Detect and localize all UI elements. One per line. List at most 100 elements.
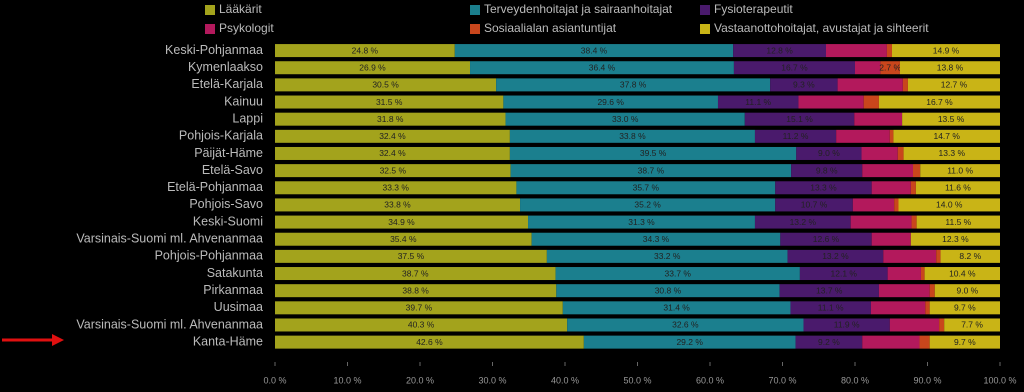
data-label: 24.8 % — [352, 45, 379, 55]
bar-segment — [787, 249, 884, 263]
bar-segment — [902, 112, 1000, 126]
bar-segment — [791, 164, 863, 178]
data-label: 9.7 % — [954, 337, 976, 347]
y-tick-label: Etelä-Savo — [202, 163, 263, 177]
data-label: 37.8 % — [620, 80, 647, 90]
legend-label: Sosiaalialan asiantuntijat — [484, 21, 617, 35]
bar-segment — [929, 335, 1000, 349]
bar-segment — [893, 129, 1000, 143]
bar-segment — [910, 232, 1000, 246]
y-tick-label: Kainuu — [224, 94, 263, 108]
bar-segment — [916, 215, 1000, 229]
bar-segment — [944, 318, 1000, 332]
y-tick-label: Etelä-Pohjanmaa — [167, 180, 263, 194]
bar-segment — [850, 215, 912, 229]
bar-segment — [798, 95, 864, 109]
data-label: 16.7 % — [926, 97, 953, 107]
bar-segment — [275, 44, 455, 58]
data-label: 12.3 % — [942, 234, 969, 244]
bar-segment — [275, 61, 471, 75]
bar-segment — [275, 232, 532, 246]
data-label: 36.4 % — [589, 62, 616, 72]
bar-segment — [871, 181, 911, 195]
data-label: 31.8 % — [377, 114, 404, 124]
bar-segment — [454, 44, 734, 58]
bar-segment — [510, 164, 792, 178]
bar-segment — [733, 44, 826, 58]
bar-segment — [516, 181, 776, 195]
data-label: 40.3 % — [408, 320, 435, 330]
data-label: 9.7 % — [954, 303, 976, 313]
data-label: 9.0 % — [818, 148, 840, 158]
bar-segment — [836, 129, 890, 143]
data-label: 34.3 % — [643, 234, 670, 244]
data-label: 9.3 % — [793, 80, 815, 90]
data-label: 14.9 % — [933, 45, 960, 55]
data-label: 12.1 % — [831, 268, 858, 278]
data-label: 39.5 % — [640, 148, 667, 158]
data-label: 30.8 % — [655, 285, 682, 295]
legend-swatch — [205, 5, 215, 15]
bar-segment — [275, 301, 563, 315]
data-label: 8.2 % — [959, 251, 981, 261]
bar-segment — [770, 78, 838, 92]
y-tick-label: Päijät-Häme — [194, 146, 263, 160]
data-label: 13.8 % — [937, 62, 964, 72]
bar-segment — [790, 301, 871, 315]
bar-segment — [925, 301, 930, 315]
bar-segment — [275, 164, 511, 178]
x-tick-label: 60.0 % — [696, 375, 724, 385]
y-tick-label: Kymenlaakso — [188, 60, 263, 74]
legend-label: Lääkärit — [219, 2, 262, 16]
bar-segment — [275, 249, 547, 263]
bar-segment — [795, 335, 863, 349]
bar-segment — [863, 95, 879, 109]
legend-swatch — [700, 5, 710, 15]
bar-segment — [275, 198, 521, 212]
data-label: 12.8 % — [766, 45, 793, 55]
legend-swatch — [205, 24, 215, 34]
data-label: 13.2 % — [790, 217, 817, 227]
bar-segment — [889, 129, 894, 143]
data-label: 10.4 % — [949, 268, 976, 278]
bar-segment — [889, 318, 940, 332]
data-label: 14.0 % — [936, 200, 963, 210]
bar-segment — [837, 78, 903, 92]
bar-segment — [870, 301, 926, 315]
bar-segment — [911, 215, 917, 229]
x-tick-label: 50.0 % — [623, 375, 651, 385]
data-label: 12.7 % — [941, 80, 968, 90]
data-label: 29.2 % — [676, 337, 703, 347]
bar-segment — [902, 78, 908, 92]
bar-segment — [531, 232, 781, 246]
bar-segment — [470, 61, 734, 75]
bar-segment — [754, 215, 851, 229]
legend-label: Terveydenhoitajat ja sairaanhoitajat — [484, 2, 673, 16]
bar-segment — [886, 44, 892, 58]
bar-segment — [275, 78, 497, 92]
bar-segment — [779, 284, 879, 298]
bar-segment — [275, 267, 556, 281]
data-label: 33.0 % — [612, 114, 639, 124]
bar-segment — [920, 164, 1000, 178]
bar-segment — [898, 198, 1000, 212]
bar-segment — [894, 198, 899, 212]
bar-segment — [717, 95, 799, 109]
bar-segment — [878, 95, 1000, 109]
data-label: 37.5 % — [398, 251, 425, 261]
data-label: 16.7 % — [781, 62, 808, 72]
legend-swatch — [470, 5, 480, 15]
bar-segment — [940, 249, 1000, 263]
data-label: 38.8 % — [402, 285, 429, 295]
bar-segment — [919, 335, 930, 349]
data-label: 13.3 % — [810, 183, 837, 193]
bar-segment — [803, 318, 890, 332]
data-label: 39.7 % — [406, 303, 433, 313]
data-label: 26.9 % — [359, 62, 386, 72]
bar-segment — [546, 249, 788, 263]
y-tick-label: Satakunta — [207, 266, 263, 280]
data-label: 13.3 % — [939, 148, 966, 158]
data-label: 35.2 % — [634, 200, 661, 210]
